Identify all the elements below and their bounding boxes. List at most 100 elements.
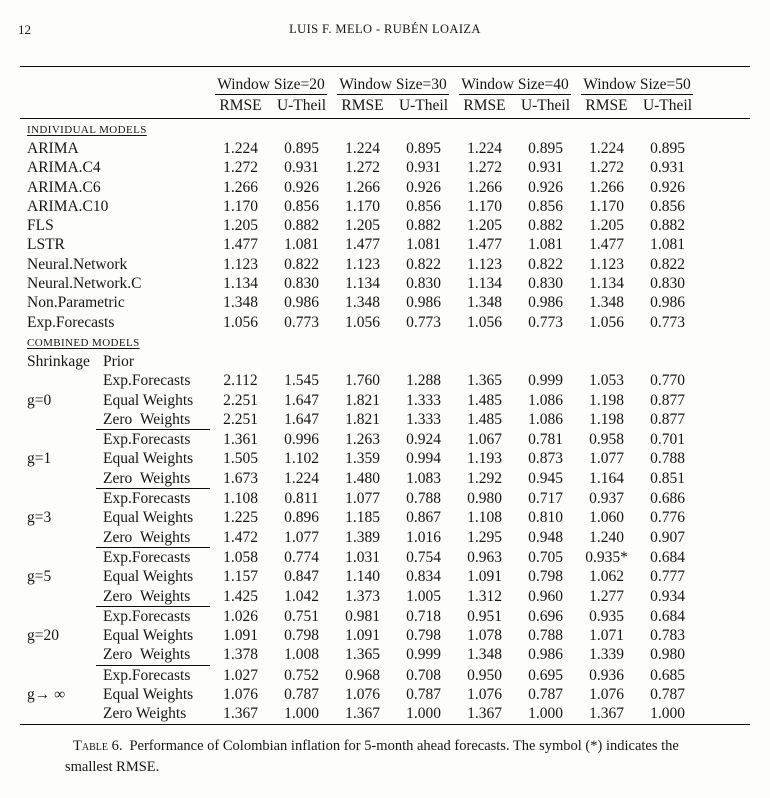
value-cell: 0.788 (528, 627, 563, 645)
value-cell: 1.123 (223, 255, 258, 273)
value-cell: 0.798 (528, 568, 563, 586)
value-cell: 0.705 (528, 548, 563, 566)
value-cell: 0.856 (528, 197, 563, 215)
value-cell: 1.647 (284, 391, 319, 409)
value-cell: 0.945 (528, 469, 563, 487)
value-cell: 1.224 (467, 140, 502, 157)
value-cell: 1.076 (345, 686, 380, 704)
caption-label: Table 6. (73, 737, 123, 754)
value-cell: 0.996 (284, 431, 319, 449)
prior-label: Zero Weights (96, 469, 210, 490)
value-cell: 0.926 (406, 178, 441, 196)
value-cell: 1.205 (223, 217, 258, 235)
value-cell: 1.053 (589, 372, 624, 390)
page-header: 12 LUIS F. MELO - RUBÉN LOAIZA (0, 22, 770, 42)
table-row: ARIMA.C10 1.170 0.856 1.170 0.856 1.170 0.856 1… (20, 197, 750, 216)
value-cell: 0.994 (406, 450, 441, 468)
value-cell: 1.224 (223, 140, 258, 157)
prior-label: Zero Weights (96, 410, 210, 431)
value-cell: 0.773 (406, 313, 441, 331)
table-row: ARIMA.C6 1.266 0.926 1.266 0.926 1.266 0.926 1.… (20, 178, 750, 197)
table-row: Exp.Forecasts 1.058 0.774 1.031 0.754 0.963 0.… (20, 548, 750, 567)
value-cell: 1.224 (589, 140, 624, 157)
value-cell: 0.787 (650, 686, 685, 704)
window-size-group-label: Window Size=30 (339, 76, 447, 93)
value-cell: 0.926 (528, 178, 563, 196)
value-cell: 1.312 (467, 587, 502, 605)
value-cell: 1.339 (589, 646, 624, 664)
table-row: Non.Parametric 1.348 0.986 1.348 0.986 1.348 0… (20, 293, 750, 312)
value-cell: 0.895 (650, 140, 685, 157)
section-heading-individual-models: INDIVIDUAL MODELS (20, 119, 750, 139)
value-cell: 1.108 (467, 509, 502, 527)
value-cell: 0.986 (528, 294, 563, 312)
prior-label: Equal Weights (103, 450, 194, 468)
value-cell: 0.754 (406, 548, 441, 566)
value-cell: 0.788 (650, 450, 685, 468)
value-cell: 2.251 (223, 391, 258, 409)
value-cell: 0.847 (284, 568, 319, 586)
model-name: LSTR (27, 236, 65, 254)
value-cell: 1.185 (345, 509, 380, 527)
value-cell: 1.480 (345, 469, 380, 487)
metric-column-header: U-Theil (276, 97, 327, 114)
value-cell: 1.170 (589, 197, 624, 215)
value-cell: 0.773 (528, 313, 563, 331)
value-cell: 1.266 (223, 178, 258, 196)
value-cell: 0.684 (650, 607, 685, 625)
value-cell: 2.251 (223, 410, 258, 428)
value-cell: 1.102 (284, 450, 319, 468)
metric-column-header: U-Theil (398, 97, 449, 114)
value-cell: 1.373 (345, 587, 380, 605)
value-cell: 1.086 (528, 410, 563, 428)
table-row: Zero Weights 1.425 1.042 1.373 1.005 1.312 0.9… (20, 587, 750, 607)
value-cell: 0.926 (650, 178, 685, 196)
value-cell: 0.773 (650, 313, 685, 331)
table-row: g=1 Equal Weights 1.505 1.102 1.359 0.994 1.19… (20, 449, 750, 468)
metric-header-row: RMSE U-Theil RMSE U-Theil RMSE U-Theil RMSE U-T… (20, 95, 750, 118)
value-cell: 1.477 (467, 236, 502, 254)
value-cell: 1.016 (406, 528, 441, 546)
value-cell: 1.367 (345, 705, 380, 723)
prior-label: Exp.Forecasts (103, 666, 191, 684)
shrinkage-column-header: Shrinkage (27, 352, 90, 370)
value-cell: 0.907 (650, 528, 685, 546)
shrinkage-label: g=3 (27, 509, 52, 527)
value-cell: 1.821 (345, 391, 380, 409)
value-cell: 0.980 (650, 646, 685, 664)
table-row: Exp.Forecasts 1.027 0.752 0.968 0.708 0.950 0.… (20, 666, 750, 685)
value-cell: 1.647 (284, 410, 319, 428)
value-cell: 1.077 (284, 528, 319, 546)
shrinkage-label: g=20 (27, 627, 59, 645)
value-cell: 1.425 (223, 587, 258, 605)
value-cell: 0.877 (650, 391, 685, 409)
value-cell: 0.937 (589, 490, 624, 508)
value-cell: 0.752 (284, 666, 319, 684)
value-cell: 1.205 (467, 217, 502, 235)
prior-label: Zero Weights (103, 705, 187, 723)
value-cell: 0.931 (650, 159, 685, 177)
combined-models-label: COMBINED MODELS (27, 336, 140, 349)
value-cell: 0.986 (284, 294, 319, 312)
shrinkage-label: g=5 (27, 568, 52, 586)
value-cell: 0.822 (650, 255, 685, 273)
window-size-group-header: Window Size=50 (576, 75, 698, 95)
table-row: ARIMA.C4 1.272 0.931 1.272 0.931 1.272 0.931 1.… (20, 158, 750, 177)
value-cell: 1.078 (467, 627, 502, 645)
header-rule (20, 118, 750, 119)
value-cell: 1.076 (589, 686, 624, 704)
model-name: Non.Parametric (27, 294, 125, 312)
value-cell: 1.348 (223, 294, 258, 312)
table-row: Neural.Network 1.123 0.822 1.123 0.822 1.123 0… (20, 255, 750, 274)
value-cell: 0.830 (650, 275, 685, 293)
value-cell: 0.924 (406, 431, 441, 449)
value-cell: 1.225 (223, 509, 258, 527)
value-cell: 1.000 (528, 705, 563, 723)
value-cell: 1.056 (467, 313, 502, 331)
value-cell: 0.695 (528, 666, 563, 684)
value-cell: 1.205 (589, 217, 624, 235)
table-row: Zero Weights 1.378 1.008 1.365 0.999 1.348 0.9… (20, 645, 750, 666)
table-caption: Table 6. Performance of Colombian inflati… (65, 736, 695, 779)
value-cell: 1.266 (345, 178, 380, 196)
table-row: Zero Weights 2.251 1.647 1.821 1.333 1.485 1.0… (20, 410, 750, 431)
